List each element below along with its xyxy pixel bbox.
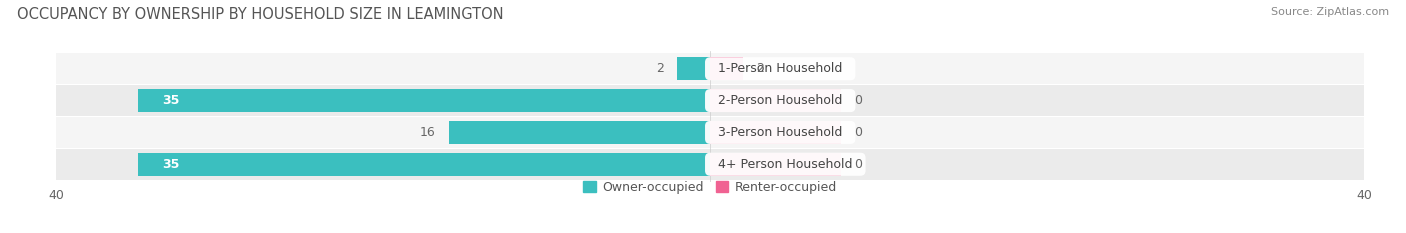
Bar	[710, 121, 841, 144]
Bar	[56, 149, 1364, 180]
Text: 0: 0	[853, 158, 862, 171]
Text: 2: 2	[756, 62, 763, 75]
Text: 0: 0	[853, 126, 862, 139]
Bar	[138, 89, 710, 112]
Bar	[710, 57, 742, 80]
Text: 2: 2	[657, 62, 664, 75]
Bar	[56, 117, 1364, 148]
Text: OCCUPANCY BY OWNERSHIP BY HOUSEHOLD SIZE IN LEAMINGTON: OCCUPANCY BY OWNERSHIP BY HOUSEHOLD SIZE…	[17, 7, 503, 22]
Text: 3-Person Household: 3-Person Household	[710, 126, 851, 139]
Text: 35: 35	[163, 158, 180, 171]
Bar	[449, 121, 710, 144]
Text: 35: 35	[163, 94, 180, 107]
Text: 16: 16	[419, 126, 436, 139]
Bar	[710, 89, 841, 112]
Bar	[56, 85, 1364, 116]
Text: Source: ZipAtlas.com: Source: ZipAtlas.com	[1271, 7, 1389, 17]
Text: 2-Person Household: 2-Person Household	[710, 94, 851, 107]
Bar	[56, 53, 1364, 84]
Bar	[710, 153, 841, 176]
Text: 0: 0	[853, 94, 862, 107]
Text: 4+ Person Household: 4+ Person Household	[710, 158, 860, 171]
Bar	[138, 153, 710, 176]
Bar	[678, 57, 710, 80]
Text: 1-Person Household: 1-Person Household	[710, 62, 851, 75]
Legend: Owner-occupied, Renter-occupied: Owner-occupied, Renter-occupied	[578, 176, 842, 199]
